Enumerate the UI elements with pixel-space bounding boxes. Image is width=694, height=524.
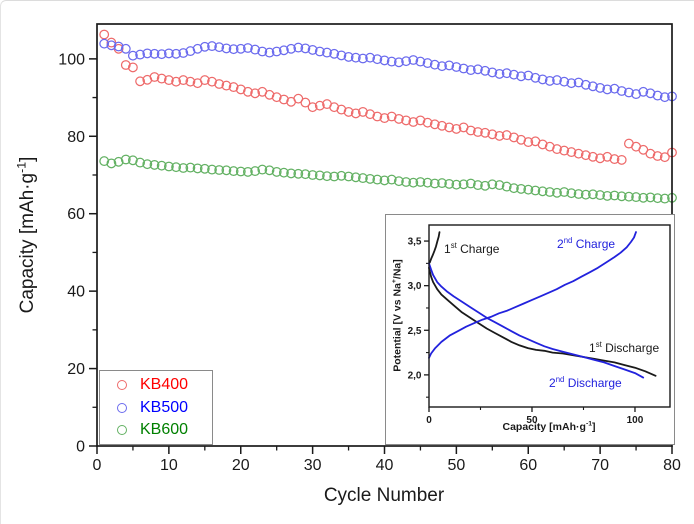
x-axis-title: Cycle Number	[323, 485, 445, 506]
svg-text:80: 80	[67, 129, 85, 146]
svg-text:70: 70	[591, 457, 609, 474]
series-KB600	[99, 154, 677, 204]
inset-y-axis-title: Potential [V vs Na+/Na]	[391, 259, 404, 372]
svg-text:0: 0	[426, 415, 432, 426]
svg-text:50: 50	[447, 457, 465, 474]
svg-text:80: 80	[663, 457, 681, 474]
series-KB400	[99, 29, 677, 165]
legend: KB400 KB500 KB600	[99, 370, 213, 445]
svg-text:60: 60	[519, 457, 537, 474]
svg-text:60: 60	[67, 206, 85, 223]
svg-text:40: 40	[67, 284, 85, 301]
svg-text:3,0: 3,0	[408, 281, 422, 292]
curve-second-discharge	[428, 262, 645, 379]
kb400-marker-icon	[117, 380, 127, 391]
legend-item-kb500: KB500	[100, 398, 212, 416]
svg-text:2,5: 2,5	[408, 326, 422, 337]
svg-text:3,5: 3,5	[408, 237, 422, 248]
svg-text:30: 30	[304, 457, 322, 474]
legend-item-kb600: KB600	[100, 420, 212, 438]
inset-annotation-second-charge: 2nd Charge	[557, 236, 616, 251]
svg-text:10: 10	[160, 457, 178, 474]
svg-text:50: 50	[526, 415, 538, 426]
svg-text:2,0: 2,0	[408, 370, 422, 381]
inset-annotation-first-discharge: 1st Discharge	[589, 340, 660, 355]
inset-plot-frame	[428, 224, 671, 408]
svg-text:0: 0	[76, 439, 85, 456]
inset-x-axis-title: Capacity [mAh·g-1]	[502, 420, 596, 433]
legend-item-kb400: KB400	[100, 377, 212, 393]
curve-second-charge	[428, 231, 637, 359]
inset-annotation-second-discharge: 2nd Discharge	[549, 375, 622, 390]
legend-label-kb500: KB500	[140, 398, 189, 416]
kb500-marker-icon	[117, 402, 127, 413]
inset-chart: 0 50 100 2,0 2,5 3,0 3,5	[408, 224, 671, 426]
svg-text:40: 40	[376, 457, 394, 474]
svg-text:20: 20	[67, 361, 85, 378]
curve-first-charge	[428, 231, 441, 264]
legend-label-kb600: KB600	[140, 420, 189, 438]
inset-axes: 0 50 100 2,0 2,5 3,0 3,5	[408, 237, 644, 426]
y-axis-title: Capacity [mAh·g-1]	[14, 156, 38, 314]
inset-chart-box: 0 50 100 2,0 2,5 3,0 3,5 Capacity [mAh·g-1] Po…	[385, 214, 675, 445]
kb600-marker-icon	[117, 424, 127, 435]
svg-text:100: 100	[58, 51, 85, 68]
series-KB500	[99, 38, 677, 103]
inset-annotation-first-charge: 1st Charge	[444, 241, 500, 256]
svg-text:100: 100	[627, 415, 644, 426]
legend-label-kb400: KB400	[140, 376, 189, 394]
curve-first-discharge	[428, 266, 657, 377]
svg-text:0: 0	[93, 457, 102, 474]
svg-text:20: 20	[232, 457, 250, 474]
